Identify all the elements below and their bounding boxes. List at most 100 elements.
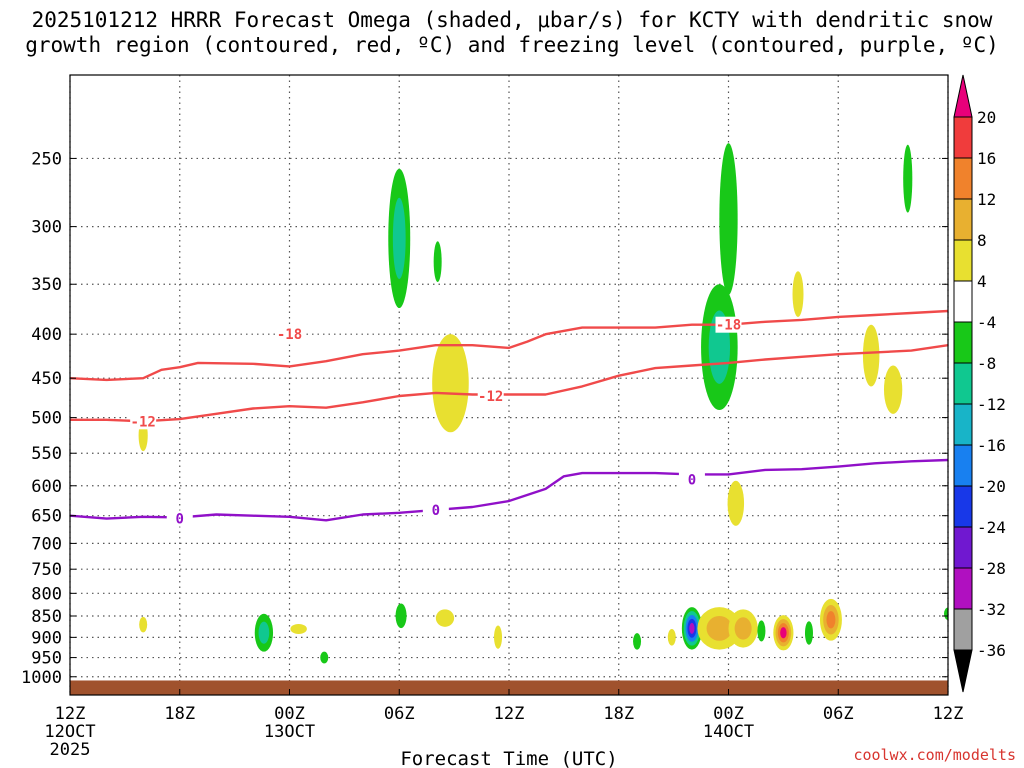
omega-feature-22-band-0: [757, 620, 766, 642]
colorbar-label-12: -32: [977, 600, 1006, 619]
colorbar-label-8: -16: [977, 436, 1006, 455]
omega-feature-4-band-0: [727, 480, 745, 526]
omega-feature-20-band-1: [706, 615, 733, 641]
colorbar-bin-3: [953, 198, 973, 241]
colorbar-bin-4: [953, 239, 973, 282]
omega-feature-16-band-0: [435, 609, 455, 627]
colorbar-bin-2: [953, 157, 973, 200]
omega-feature-21-band-1: [734, 617, 752, 640]
x-tick-label-0: 12Z: [55, 704, 86, 724]
y-tick-label-600: 600: [31, 477, 62, 497]
colorbar-label-9: -20: [977, 477, 1006, 496]
colorbar-bin-5: [953, 280, 973, 323]
y-tick-label-750: 750: [31, 560, 62, 580]
freezing-level-line: [70, 458, 948, 522]
y-tick-label-850: 850: [31, 607, 62, 627]
chart-title-line-1: 2025101212 HRRR Forecast Omega (shaded, …: [31, 8, 993, 32]
colorbar-label-5: -4: [977, 313, 996, 332]
colorbar-label-13: -36: [977, 641, 1006, 660]
x-tick-label-5: 18Z: [603, 704, 634, 724]
x-tick-date-2: 13OCT: [264, 722, 315, 742]
colorbar-bottom-triangle: [953, 649, 973, 693]
omega-feature-24-band-0: [804, 621, 813, 645]
omega-feature-19-band-4: [689, 622, 695, 634]
dgz-top-label-0: -18: [277, 327, 302, 343]
freezing-level-label-bg-0: [166, 510, 193, 527]
x-tick-date-6: 14OCT: [703, 722, 754, 742]
x-axis-title: Forecast Time (UTC): [400, 748, 617, 768]
freezing-level-label-bg-2: [678, 471, 705, 488]
dgz-top-label-1: -18: [716, 318, 741, 334]
colorbar-bin-6: [953, 321, 973, 364]
colorbar-bin-13: [953, 608, 973, 651]
omega-shading-layer: [138, 143, 948, 664]
y-tick-label-500: 500: [31, 409, 62, 429]
dgz-top-label-bg-0: [276, 326, 303, 343]
omega-feature-0-band-1: [392, 197, 406, 280]
colorbar-label-1: 16: [977, 149, 996, 168]
y-tick-label-650: 650: [31, 507, 62, 527]
omega-feature-2-band-0: [432, 334, 469, 433]
colorbar-label-3: 8: [977, 231, 987, 250]
omega-feature-25-band-2: [826, 611, 836, 629]
omega-feature-23-band-3: [780, 627, 787, 639]
omega-feature-7-band-0: [792, 271, 804, 317]
chart-title-line-2: growth region (contoured, red, ºC) and f…: [25, 33, 999, 57]
omega-feature-17-band-0: [494, 625, 503, 649]
dgz-bottom-label-0: -12: [131, 414, 156, 430]
y-tick-label-350: 350: [31, 275, 62, 295]
colorbar-label-6: -8: [977, 354, 996, 373]
plot-frame: [69, 74, 949, 696]
omega-feature-10-band-0: [719, 143, 738, 295]
omega-feature-27-band-0: [944, 607, 948, 620]
colorbar-bin-9: [953, 444, 973, 487]
y-tick-label-800: 800: [31, 584, 62, 604]
colorbar-top-triangle: [953, 74, 973, 118]
x-tick-label-1: 18Z: [164, 704, 195, 724]
omega-feature-8-band-0: [903, 144, 913, 213]
y-tick-label-300: 300: [31, 218, 62, 238]
dgz-top-line: [70, 309, 948, 382]
colorbar-label-4: 4: [977, 272, 987, 291]
axis-layer: 2503003504004505005506006507007508008509…: [21, 74, 964, 760]
omega-feature-5-band-0: [862, 324, 880, 387]
y-tick-label-700: 700: [31, 534, 62, 554]
y-tick-label-400: 400: [31, 325, 62, 345]
x-tick-label-2: 00Z: [274, 704, 305, 724]
omega-feature-11-band-0: [139, 616, 148, 633]
colorbar-bin-12: [953, 567, 973, 610]
y-tick-label-900: 900: [31, 628, 62, 648]
omega-feature-6-band-0: [883, 365, 903, 414]
contour-layer: -18 -18 -12 -12 0 0 0: [70, 309, 948, 528]
credit-text: coolwx.com/modelts: [853, 746, 1016, 764]
colorbar-bin-11: [953, 526, 973, 569]
colorbar-label-2: 12: [977, 190, 996, 209]
omega-feature-15-band-0: [395, 603, 407, 629]
x-tick-label-6: 00Z: [713, 704, 744, 724]
omega-feature-12-band-1: [258, 621, 270, 644]
freezing-level-label-bg-1: [422, 501, 449, 518]
y-tick-label-1000: 1000: [21, 668, 62, 688]
x-tick-label-3: 06Z: [384, 704, 415, 724]
y-tick-label-950: 950: [31, 649, 62, 669]
x-tick-label-8: 12Z: [933, 704, 964, 724]
x-tick-label-7: 06Z: [823, 704, 854, 724]
colorbar-label-10: -24: [977, 518, 1006, 537]
colorbar-bin-7: [953, 362, 973, 405]
colorbar-label-7: -12: [977, 395, 1006, 414]
dgz-bottom-label-bg-0: [130, 413, 157, 430]
x-tick-year-0: 2025: [50, 740, 91, 760]
omega-feature-13-band-0: [290, 623, 307, 634]
omega-feature-18-band-0: [633, 633, 642, 650]
freezing-level-label-2: 0: [688, 472, 696, 488]
omega-feature-14-band-0: [320, 651, 329, 664]
freezing-level-label-0: 0: [176, 512, 184, 528]
y-tick-label-550: 550: [31, 444, 62, 464]
dgz-bottom-label-bg-1: [477, 388, 504, 405]
omega-feature-1-band-0: [433, 241, 442, 283]
colorbar-bin-8: [953, 403, 973, 446]
x-tick-label-4: 12Z: [494, 704, 525, 724]
freezing-level-label-1: 0: [432, 503, 440, 519]
